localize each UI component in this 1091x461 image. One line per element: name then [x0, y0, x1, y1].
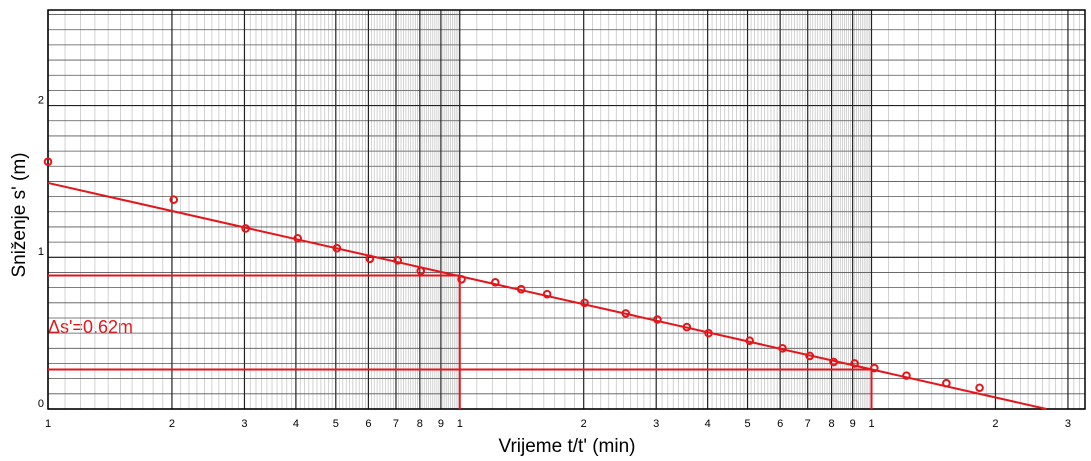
data-point	[393, 256, 403, 265]
data-point	[580, 298, 589, 308]
data-point	[416, 266, 426, 276]
x-tick-label: 8	[417, 418, 423, 430]
x-tick-label: 2	[169, 418, 175, 430]
data-point	[365, 254, 375, 264]
data-point	[870, 363, 879, 373]
data-point	[293, 234, 302, 243]
x-tick-label: 2	[581, 418, 587, 430]
x-tick-label: 5	[744, 418, 750, 430]
data-point	[805, 351, 815, 361]
data-point	[829, 357, 838, 367]
data-point	[975, 383, 984, 393]
data-point	[704, 328, 713, 338]
x-tick-label: 5	[333, 418, 339, 430]
y-axis-label: Sniženje s' (m)	[9, 152, 30, 277]
data-point	[621, 309, 631, 318]
x-tick-label: 3	[1065, 418, 1071, 430]
x-tick-label: 4	[293, 418, 299, 430]
data-point	[457, 274, 466, 284]
data-point	[332, 243, 342, 253]
x-tick-label: 1	[868, 418, 874, 430]
x-tick-label: 1	[45, 418, 51, 430]
data-point	[850, 359, 859, 368]
data-point	[241, 224, 250, 233]
x-tick-label: 3	[653, 418, 659, 430]
data-point	[745, 336, 754, 346]
x-tick-label: 8	[829, 418, 835, 430]
data-point	[942, 378, 951, 388]
x-tick-label: 3	[241, 418, 247, 430]
data-point	[778, 344, 787, 353]
x-tick-label: 2	[992, 418, 998, 430]
data-point	[542, 289, 552, 299]
fit-line	[47, 181, 1047, 410]
x-tick-label: 1	[457, 418, 463, 430]
x-axis-label: Vrijeme t/t' (min)	[499, 436, 636, 457]
data-point	[902, 371, 911, 380]
x-tick-label: 6	[365, 418, 371, 430]
x-tick-label: 6	[777, 418, 783, 430]
data-point	[653, 315, 662, 324]
x-tick-label: 9	[850, 418, 856, 430]
x-tick-label: 4	[705, 418, 711, 430]
annotation: Δs'=0.62m	[48, 317, 133, 337]
x-tick-label: 7	[393, 418, 399, 430]
y-tick-label: 2	[38, 94, 44, 106]
y-tick-label: 0	[38, 398, 44, 410]
data-point	[43, 157, 53, 167]
data-point	[491, 278, 500, 287]
plot-frame	[47, 9, 1086, 410]
data-point	[169, 195, 179, 204]
data-point	[682, 322, 692, 332]
x-tick-label: 9	[438, 418, 444, 430]
y-tick-label: 1	[38, 246, 44, 258]
data-point	[516, 284, 526, 294]
x-tick-label: 7	[805, 418, 811, 430]
